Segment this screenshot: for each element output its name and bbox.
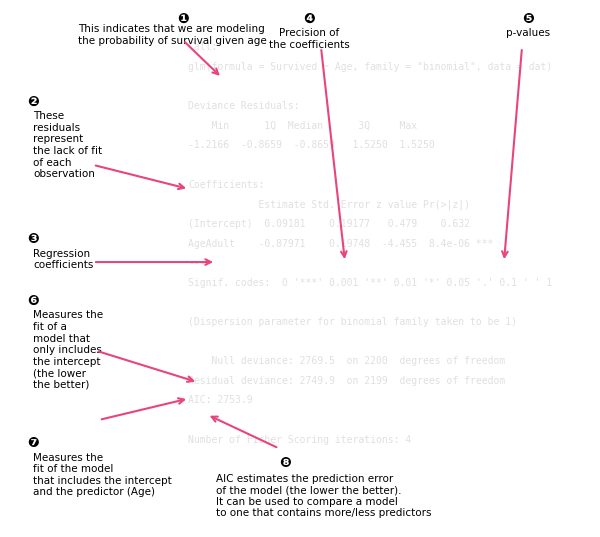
- Text: ❸: ❸: [27, 232, 39, 246]
- Text: Estimate Std. Error z value Pr(>|z|): Estimate Std. Error z value Pr(>|z|): [188, 199, 470, 209]
- Text: -1.2166  -0.8659  -0.8659   1.5250  1.5250: -1.2166 -0.8659 -0.8659 1.5250 1.5250: [188, 140, 435, 150]
- Text: ---: ---: [188, 258, 206, 268]
- Text: ❹: ❹: [303, 12, 315, 26]
- Text: ❶: ❶: [177, 12, 189, 26]
- Text: AIC estimates the prediction error
of the model (the lower the better).
It can b: AIC estimates the prediction error of th…: [216, 474, 431, 518]
- Text: ❻: ❻: [27, 294, 39, 308]
- Text: (Intercept)  0.09181    0.19177   0.479    0.632: (Intercept) 0.09181 0.19177 0.479 0.632: [188, 219, 470, 229]
- Text: This indicates that we are modeling
the probability of survival given age: This indicates that we are modeling the …: [78, 24, 267, 46]
- Text: ❷: ❷: [27, 95, 39, 109]
- Text: Call:: Call:: [188, 42, 217, 52]
- Text: glm(formula = Survived ~ Age, family = "binomial", data = dat): glm(formula = Survived ~ Age, family = "…: [188, 62, 552, 72]
- Text: Measures the
fit of a
model that
only includes
the intercept
(the lower
the bett: Measures the fit of a model that only in…: [33, 310, 103, 390]
- Text: Residual deviance: 2749.9  on 2199  degrees of freedom: Residual deviance: 2749.9 on 2199 degree…: [188, 376, 505, 386]
- Text: p-values: p-values: [506, 28, 550, 39]
- Text: Measures the
fit of the model
that includes the intercept
and the predictor (Age: Measures the fit of the model that inclu…: [33, 453, 172, 497]
- Text: Precision of
the coefficients: Precision of the coefficients: [269, 28, 349, 50]
- Text: Min      1Q  Median      3Q     Max: Min 1Q Median 3Q Max: [188, 121, 417, 131]
- Text: ❽: ❽: [279, 456, 291, 470]
- Text: Signif. codes:  0 '***' 0.001 '**' 0.01 '*' 0.05 '.' 0.1 ' ' 1: Signif. codes: 0 '***' 0.001 '**' 0.01 '…: [188, 278, 552, 288]
- Text: ❼: ❼: [27, 436, 39, 450]
- Text: Number of Fisher Scoring iterations: 4: Number of Fisher Scoring iterations: 4: [188, 434, 411, 445]
- Text: These
residuals
represent
the lack of fit
of each
observation: These residuals represent the lack of fi…: [33, 111, 102, 179]
- Text: ❺: ❺: [522, 12, 534, 26]
- Text: (Dispersion parameter for binomial family taken to be 1): (Dispersion parameter for binomial famil…: [188, 317, 517, 327]
- Text: Regression
coefficients: Regression coefficients: [33, 249, 94, 270]
- Text: AgeAdult    -0.87971    0.19748  -4.455  8.4e-06 ***: AgeAdult -0.87971 0.19748 -4.455 8.4e-06…: [188, 238, 493, 249]
- Text: AIC: 2753.9: AIC: 2753.9: [188, 395, 253, 405]
- Text: Deviance Residuals:: Deviance Residuals:: [188, 101, 299, 111]
- Text: Coefficients:: Coefficients:: [188, 180, 265, 190]
- Text: Null deviance: 2769.5  on 2200  degrees of freedom: Null deviance: 2769.5 on 2200 degrees of…: [188, 356, 505, 366]
